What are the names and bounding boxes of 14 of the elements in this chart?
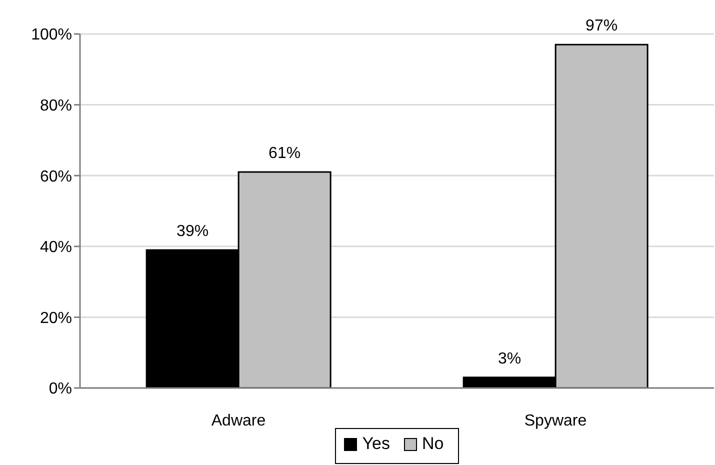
data-label: 39% bbox=[176, 222, 209, 240]
y-tick-label: 80% bbox=[40, 97, 72, 114]
x-tick-label: Adware bbox=[211, 412, 266, 430]
legend-label: No bbox=[421, 434, 444, 454]
y-tick-label: 100% bbox=[31, 26, 72, 44]
x-tick-label: Spyware bbox=[524, 412, 587, 430]
y-tick-label: 60% bbox=[40, 168, 72, 186]
y-tick-label: 20% bbox=[40, 310, 72, 327]
y-tick-label: 0% bbox=[48, 380, 72, 398]
data-label: 61% bbox=[268, 145, 301, 162]
y-tick-label: 40% bbox=[40, 239, 72, 256]
data-label: 3% bbox=[498, 350, 522, 368]
data-label: 97% bbox=[586, 18, 618, 35]
legend-label: Yes bbox=[361, 434, 390, 454]
